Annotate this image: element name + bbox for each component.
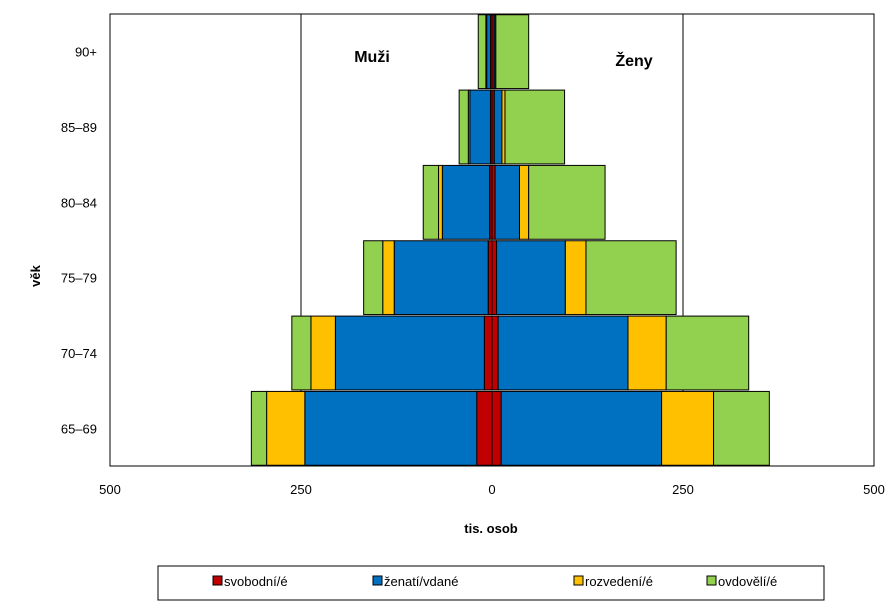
y-tick-label: 85–89 — [61, 120, 97, 135]
y-axis-title: věk — [28, 264, 43, 286]
bar-female-70–74-ženatí/vdané — [497, 315, 629, 391]
legend-swatch — [573, 575, 584, 586]
bar-female-75–79-rozvedení/é — [564, 240, 587, 316]
gridlines — [300, 14, 684, 466]
bar-female-85–89-ovdovělí/é — [504, 89, 566, 165]
legend-swatch — [212, 575, 223, 586]
y-tick-label: 80–84 — [61, 195, 97, 210]
bar-female-75–79-svobodní/é — [491, 240, 498, 316]
bar-male-65–69-ovdovělí/é — [250, 390, 268, 466]
bar-male-65–69-rozvedení/é — [266, 390, 306, 466]
bar-female-80–84-rozvedení/é — [519, 164, 530, 240]
bar-male-85–89-ovdovělí/é — [458, 89, 469, 165]
left-side-label: Muži — [354, 49, 390, 66]
bar-male-90+-ženatí/vdané — [486, 14, 491, 90]
bar-male-70–74-svobodní/é — [483, 315, 493, 391]
y-tick-labels: 65–69 70–74 75–79 80–84 85–89 90+ — [61, 45, 97, 437]
bar-female-85–89-ženatí/vdané — [493, 89, 503, 165]
x-tick-label: 250 — [290, 482, 312, 497]
bar-female-70–74-rozvedení/é — [627, 315, 667, 391]
bar-female-65–69-ovdovělí/é — [713, 390, 770, 466]
x-tick-label: 0 — [488, 482, 495, 497]
bars — [250, 14, 770, 466]
bar-female-65–69-svobodní/é — [491, 390, 502, 466]
bar-female-75–79-ovdovělí/é — [585, 240, 677, 316]
bar-male-70–74-ženatí/vdané — [334, 315, 485, 391]
bar-male-90+-ovdovělí/é — [477, 14, 487, 90]
bar-female-80–84-ovdovělí/é — [528, 164, 606, 240]
bar-male-80–84-ženatí/vdané — [441, 164, 491, 240]
bar-male-75–79-ženatí/vdané — [393, 240, 489, 316]
bar-male-75–79-ovdovělí/é — [363, 240, 384, 316]
plot-area — [109, 13, 875, 467]
x-tick-labels: 500 250 0 250 500 — [99, 482, 885, 497]
x-tick-label: 500 — [863, 482, 885, 497]
bar-male-70–74-ovdovělí/é — [291, 315, 312, 391]
bar-male-70–74-rozvedení/é — [310, 315, 336, 391]
x-axis-title: tis. osob — [464, 521, 518, 536]
bar-female-70–74-svobodní/é — [491, 315, 499, 391]
bar-male-75–79-svobodní/é — [487, 240, 493, 316]
bar-female-70–74-ovdovělí/é — [665, 315, 750, 391]
bar-male-65–69-svobodní/é — [476, 390, 493, 466]
x-tick-label: 500 — [99, 482, 121, 497]
bar-female-90+-ovdovělí/é — [495, 14, 530, 90]
y-tick-label: 90+ — [75, 45, 97, 60]
legend-label: svobodní/é — [224, 574, 288, 589]
legend-swatch — [372, 575, 383, 586]
legend-label: ženatí/vdané — [384, 574, 458, 589]
bar-female-80–84-ženatí/vdané — [494, 164, 521, 240]
bar-female-65–69-ženatí/vdané — [500, 390, 663, 466]
bar-male-80–84-rozvedení/é — [438, 164, 443, 240]
bar-female-75–79-ženatí/vdané — [496, 240, 566, 316]
legend-swatch — [706, 575, 717, 586]
bar-female-65–69-rozvedení/é — [661, 390, 715, 466]
y-tick-label: 70–74 — [61, 346, 97, 361]
legend-label: ovdovělí/é — [718, 574, 777, 589]
y-tick-label: 75–79 — [61, 271, 97, 286]
bar-male-80–84-ovdovělí/é — [422, 164, 440, 240]
bar-male-85–89-ženatí/vdané — [469, 89, 491, 165]
bar-male-75–79-rozvedení/é — [382, 240, 395, 316]
right-side-label: Ženy — [615, 51, 652, 70]
legend: svobodní/é ženatí/vdané rozvedení/é ovdověl… — [212, 574, 777, 589]
y-tick-label: 65–69 — [61, 421, 97, 436]
bar-male-65–69-ženatí/vdané — [304, 390, 478, 466]
x-tick-label: 250 — [672, 482, 694, 497]
legend-label: rozvedení/é — [585, 574, 653, 589]
